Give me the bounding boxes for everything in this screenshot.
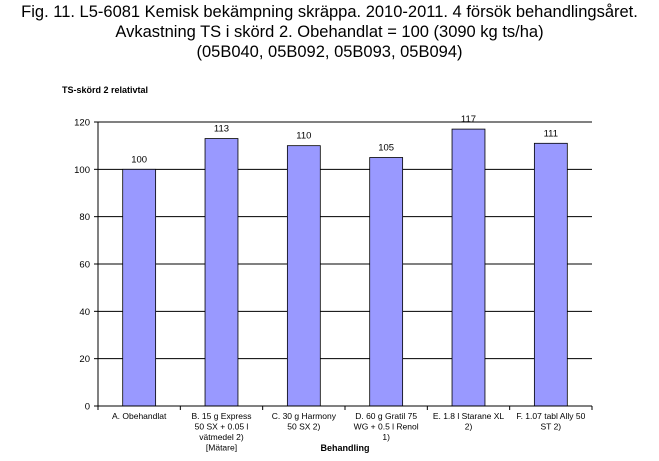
chart-title: Fig. 11. L5-6081 Kemisk bekämpning skräp… <box>0 2 659 62</box>
x-category-label: vätmedel 2) <box>199 432 244 442</box>
bar <box>286 145 321 407</box>
x-axis-title: Behandling <box>321 443 370 453</box>
axes <box>97 122 593 410</box>
x-category-label: F. 1.07 tabl Ally 50 <box>516 411 585 421</box>
y-tick-label: 100 <box>74 165 90 176</box>
y-tick-label: 80 <box>79 212 90 223</box>
gridlines <box>98 121 592 360</box>
x-category-label: 50 SX 2) <box>287 422 320 432</box>
bar <box>533 142 568 407</box>
x-category-label: [Mätare] <box>206 443 237 453</box>
chart-title-line-3: (05B040, 05B092, 05B093, 05B094) <box>196 43 463 61</box>
data-label: 113 <box>214 124 229 135</box>
x-category-label: ST 2) <box>541 422 562 432</box>
bars <box>122 128 568 407</box>
x-category-label: 2) <box>465 422 473 432</box>
x-category-label: D. 60 g Gratil 75 <box>355 411 417 421</box>
data-label: 100 <box>131 154 147 165</box>
x-category-label: E. 1.8 l Starane XL <box>433 411 505 421</box>
y-tick-label: 40 <box>79 307 90 318</box>
y-tick-label: 20 <box>79 354 90 365</box>
y-axis-title: TS-skörd 2 relativtal <box>62 85 148 95</box>
data-label: 111 <box>544 128 558 139</box>
chart-title-line-1: Fig. 11. L5-6081 Kemisk bekämpning skräp… <box>21 3 638 21</box>
x-category-label: 50 SX + 0.05 l <box>195 422 249 432</box>
y-tick-label: 60 <box>79 260 90 271</box>
bar <box>204 138 239 407</box>
data-label: 110 <box>296 131 311 142</box>
data-label: 117 <box>461 114 476 125</box>
x-category-label: B. 15 g Express <box>191 411 251 421</box>
bar <box>122 168 157 407</box>
data-label: 105 <box>378 143 394 154</box>
x-category-label: 1) <box>382 432 390 442</box>
y-tick-label: 120 <box>74 118 90 129</box>
chart-title-line-2: Avkastning TS i skörd 2. Obehandlat = 10… <box>115 23 544 41</box>
y-ticks: 0 20 40 60 80 100 120 <box>74 118 98 413</box>
bar <box>451 128 486 407</box>
data-labels: 100 113 110 105 117 111 <box>131 114 558 165</box>
x-category-label: A. Obehandlat <box>112 411 167 421</box>
bar <box>369 157 404 407</box>
x-category-label: C. 30 g Harmony <box>272 411 337 421</box>
y-tick-label: 0 <box>85 402 90 413</box>
x-category-label: WG + 0.5 l Renol <box>354 422 419 432</box>
